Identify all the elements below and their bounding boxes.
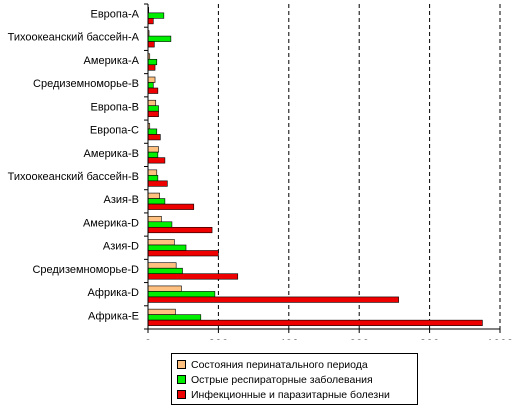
legend-item-infectious: Инфекционные и паразитарные болезни <box>177 387 417 402</box>
category-label-европа-b: Европа-B <box>91 101 140 113</box>
bar-infectious-америка-b <box>147 157 166 164</box>
bar-perinatal-тихоокеанский-бассейн-b <box>147 169 158 176</box>
bar-perinatal-америка-b <box>147 146 159 153</box>
category-label-америка-b: Америка-B <box>84 148 139 160</box>
x-tick-label-200: 200 <box>208 337 228 340</box>
legend: Состояния перинатального периода Острые … <box>171 353 418 405</box>
bar-infectious-азия-b <box>147 203 195 210</box>
bar-perinatal-азия-b <box>147 192 160 199</box>
bar-perinatal-европа-b <box>147 99 157 107</box>
bar-perinatal-африка-e <box>147 308 176 315</box>
legend-item-respiratory: Острые респираторные заболевания <box>177 372 417 387</box>
bar-infectious-средиземноморье-b <box>147 87 159 94</box>
category-labels: Европа-A Тихоокеанский бассейн-A Америка-A… <box>8 3 148 330</box>
bar-respiratory-средиземноморье-d <box>147 267 183 275</box>
bar-respiratory-америка-d <box>147 221 173 228</box>
category-label-азия-b: Азия-B <box>104 194 139 206</box>
bar-infectious-африка-e <box>147 319 483 326</box>
bar-respiratory-европа-a <box>147 12 165 19</box>
bar-infectious-америка-a <box>147 64 156 71</box>
bar-respiratory-тихоокеанский-бассейн-b <box>147 175 159 182</box>
bar-infectious-америка-d <box>147 226 213 234</box>
category-label-европа-a: Европа-A <box>91 9 140 21</box>
bar-perinatal-азия-d <box>147 239 175 246</box>
category-label-африка-d: Африка-D <box>87 287 139 299</box>
bar-respiratory-африка-e <box>147 314 202 321</box>
category-label-тихоокеанский-бассейн-b: Тихоокеанский бассейн-B <box>8 171 139 183</box>
bar-layer <box>147 7 483 326</box>
x-axis-ticks: 0 200 400 600 800 1000 <box>145 329 514 340</box>
legend-item-perinatal: Состояния перинатального периода <box>177 357 417 372</box>
bar-infectious-средиземноморье-d <box>147 273 239 280</box>
category-label-тихоокеанский-бассейн-a: Тихоокеанский бассейн-A <box>8 32 140 44</box>
legend-label-infectious: Инфекционные и паразитарные болезни <box>191 388 390 401</box>
bar-infectious-европа-a <box>147 18 154 25</box>
bar-respiratory-азия-b <box>147 198 166 205</box>
chart-plot: 0 200 400 600 800 1000 Европа-A Тихоокеанский … <box>8 3 514 340</box>
x-tick-label-600: 600 <box>349 337 369 340</box>
legend-swatch-perinatal <box>177 360 186 369</box>
bar-infectious-европа-c <box>147 134 161 141</box>
legend-swatch-infectious <box>177 390 186 399</box>
category-label-средиземноморье-d: Средиземноморье-D <box>32 264 139 276</box>
bar-respiratory-европа-b <box>147 105 159 112</box>
category-label-средиземноморье-b: Средиземноморье-B <box>33 78 139 90</box>
bar-perinatal-америка-d <box>147 215 162 223</box>
bar-perinatal-средиземноморье-b <box>147 76 156 83</box>
category-label-азия-d: Азия-D <box>103 241 139 253</box>
category-label-америка-d: Америка-D <box>83 217 139 229</box>
bar-infectious-тихоокеанский-бассейн-a <box>147 41 155 48</box>
category-label-европа-c: Европа-C <box>90 125 139 137</box>
bar-respiratory-азия-d <box>147 244 187 251</box>
legend-label-respiratory: Острые респираторные заболевания <box>191 373 373 386</box>
legend-swatch-respiratory <box>177 375 186 384</box>
bar-infectious-тихоокеанский-бассейн-b <box>147 180 168 187</box>
bar-respiratory-америка-a <box>147 58 158 66</box>
bar-infectious-африка-d <box>147 296 399 303</box>
bar-respiratory-средиземноморье-b <box>147 82 154 89</box>
category-label-америка-a: Америка-A <box>84 55 140 67</box>
bar-perinatal-африка-d <box>147 285 182 292</box>
bar-infectious-азия-d <box>147 250 219 257</box>
x-tick-label-400: 400 <box>279 337 299 340</box>
category-label-африка-e: Африка-E <box>88 310 139 322</box>
bar-respiratory-тихоокеанский-бассейн-a <box>147 35 172 42</box>
bar-respiratory-европа-c <box>147 128 158 135</box>
bar-respiratory-африка-d <box>147 291 216 298</box>
x-tick-label-800: 800 <box>420 337 440 340</box>
bar-respiratory-америка-b <box>147 151 159 158</box>
x-tick-label-0: 0 <box>145 337 152 340</box>
legend-label-perinatal: Состояния перинатального периода <box>191 358 368 371</box>
x-tick-label-1000: 1000 <box>487 337 514 340</box>
bar-perinatal-средиземноморье-d <box>147 262 177 269</box>
grid-lines <box>217 4 501 329</box>
bar-infectious-европа-b <box>147 110 159 118</box>
